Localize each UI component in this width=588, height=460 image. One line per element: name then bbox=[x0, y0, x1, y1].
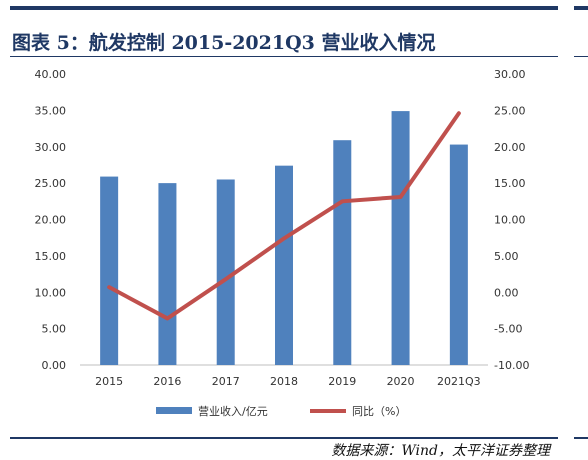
y-left-tick-label: 30.00 bbox=[35, 141, 67, 154]
x-tick-label: 2020 bbox=[387, 375, 415, 388]
x-tick-label: 2016 bbox=[153, 375, 181, 388]
y-right-tick-label: 30.00 bbox=[494, 68, 526, 81]
y-right-tick-label: 25.00 bbox=[494, 104, 526, 117]
y-left-tick-label: 15.00 bbox=[35, 250, 67, 263]
bar-revenue bbox=[100, 176, 119, 365]
source-note: 数据来源：Wind，太平洋证券整理 bbox=[331, 443, 550, 459]
bottom-rule-right bbox=[574, 437, 588, 439]
y-left-tick-label: 5.00 bbox=[42, 323, 67, 336]
y-right-tick-label: 10.00 bbox=[494, 214, 526, 227]
top-rule-right bbox=[574, 6, 588, 10]
y-right-tick-label: 0.00 bbox=[494, 286, 519, 299]
top-rule bbox=[10, 6, 558, 10]
y-left-tick-label: 0.00 bbox=[42, 359, 67, 372]
y-left-tick-label: 10.00 bbox=[35, 286, 67, 299]
legend-label-yoy: 同比（%） bbox=[352, 405, 406, 418]
y-left-tick-label: 20.00 bbox=[35, 214, 67, 227]
bar-revenue bbox=[333, 140, 352, 365]
y-right-tick-label: 15.00 bbox=[494, 177, 526, 190]
y-right-tick-label: -10.00 bbox=[494, 359, 529, 372]
chart-title: 图表 5：航发控制 2015-2021Q3 营业收入情况 bbox=[12, 32, 436, 54]
title-rule bbox=[10, 56, 558, 57]
y-left-tick-label: 35.00 bbox=[35, 104, 67, 117]
title-rule-right bbox=[574, 56, 588, 57]
bar-revenue bbox=[158, 183, 177, 365]
bar-revenue bbox=[275, 165, 293, 365]
x-tick-label: 2015 bbox=[95, 375, 123, 388]
bar-revenue bbox=[449, 144, 468, 365]
bottom-rule bbox=[10, 437, 558, 439]
bar-revenue bbox=[391, 111, 410, 365]
y-left-tick-label: 40.00 bbox=[35, 68, 67, 81]
x-tick-label: 2019 bbox=[328, 375, 356, 388]
bar-revenue bbox=[216, 179, 235, 365]
legend-label-revenue: 营业收入/亿元 bbox=[198, 404, 268, 418]
legend-swatch-revenue bbox=[156, 407, 192, 414]
y-right-tick-label: 20.00 bbox=[494, 141, 526, 154]
x-tick-label: 2021Q3 bbox=[437, 375, 481, 388]
x-tick-label: 2018 bbox=[270, 375, 298, 388]
y-right-tick-label: -5.00 bbox=[494, 323, 522, 336]
y-left-tick-label: 25.00 bbox=[35, 177, 67, 190]
y-right-tick-label: 5.00 bbox=[494, 250, 519, 263]
x-tick-label: 2017 bbox=[212, 375, 240, 388]
